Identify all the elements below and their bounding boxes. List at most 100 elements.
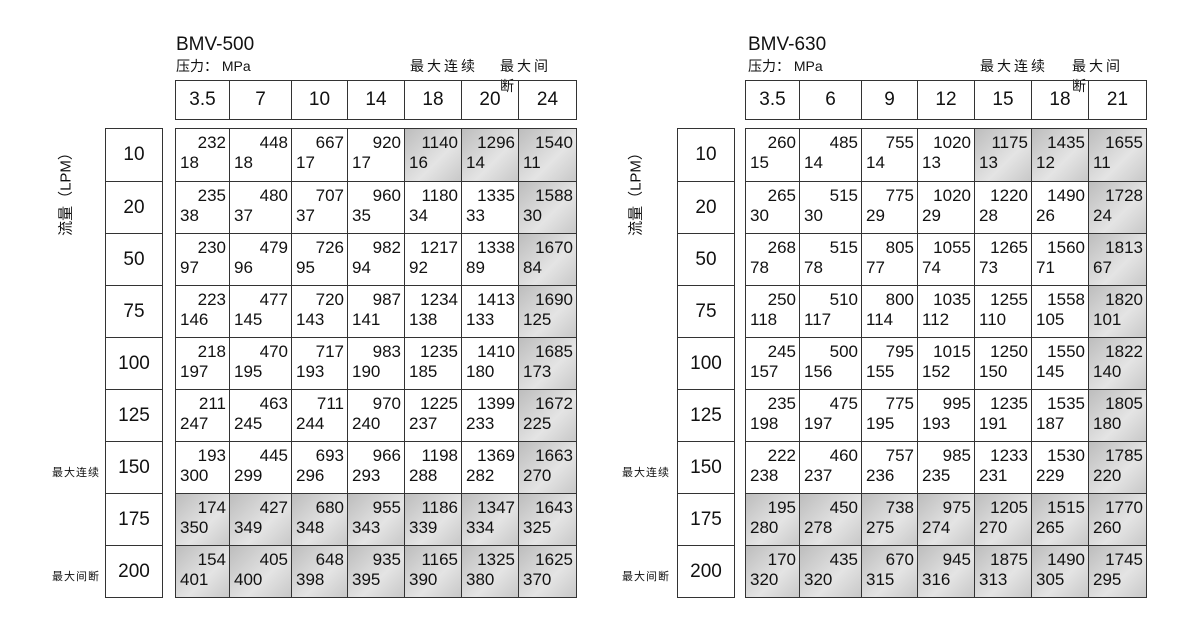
table-cell: 1785 220 xyxy=(1088,441,1146,493)
pressure-value: 26 xyxy=(1036,206,1055,225)
flow-value: 170 xyxy=(767,550,796,569)
flow-value: 1535 xyxy=(1047,394,1085,413)
flow-cell: 175 xyxy=(678,493,734,545)
flow-cell: 150 xyxy=(678,441,734,493)
pressure-value: 78 xyxy=(804,258,823,277)
table-cell: 1265 73 xyxy=(974,233,1031,285)
table-cell: 1015 152 xyxy=(917,337,974,389)
pressure-value: 84 xyxy=(523,258,542,277)
table-cell: 211 247 xyxy=(176,389,229,441)
pressure-value: 12 xyxy=(1036,153,1055,172)
pressure-value: 293 xyxy=(352,466,381,485)
table-cell: 1140 16 xyxy=(404,129,461,181)
table-cell: 1550 145 xyxy=(1031,337,1088,389)
table-cell: 955 343 xyxy=(347,493,404,545)
flow-value: 510 xyxy=(829,290,858,309)
table-cell: 1540 11 xyxy=(518,129,576,181)
pressure-value: 89 xyxy=(466,258,485,277)
pressure-value: 157 xyxy=(750,362,779,381)
table-cell: 260 15 xyxy=(746,129,799,181)
table-cell: 1875 313 xyxy=(974,545,1031,597)
flow-value: 982 xyxy=(372,238,401,257)
flow-value: 1175 xyxy=(991,133,1028,152)
pressure-value: 96 xyxy=(234,258,253,277)
pressure-value: 125 xyxy=(523,310,552,329)
flow-value: 485 xyxy=(829,133,858,152)
flow-value: 1338 xyxy=(477,238,515,257)
side-label-intermittent: 最大间断 xyxy=(52,571,100,583)
flow-value: 1805 xyxy=(1105,394,1143,413)
table-cell: 475 197 xyxy=(799,389,861,441)
pressure-value: 288 xyxy=(409,466,438,485)
table-cell: 500 156 xyxy=(799,337,861,389)
flow-value: 1180 xyxy=(421,186,458,205)
flow-value: 995 xyxy=(942,394,971,413)
flow-value: 1205 xyxy=(990,498,1028,517)
flow-cell: 100 xyxy=(678,337,734,389)
pressure-value: 197 xyxy=(804,414,833,433)
table-cell: 1055 74 xyxy=(917,233,974,285)
flow-cell: 125 xyxy=(106,389,162,441)
pressure-value: 400 xyxy=(234,570,263,589)
pressure-value: 193 xyxy=(296,362,325,381)
flow-value: 1296 xyxy=(477,133,515,152)
table-cell: 448 18 xyxy=(229,129,291,181)
table-cell: 460 237 xyxy=(799,441,861,493)
flow-value: 707 xyxy=(315,186,344,205)
table-cell: 510 117 xyxy=(799,285,861,337)
flow-value: 515 xyxy=(829,186,858,205)
pressure-value: 270 xyxy=(523,466,552,485)
table-cell: 1175 13 xyxy=(974,129,1031,181)
pressure-header-cell: 18 xyxy=(1031,81,1088,119)
flow-value: 515 xyxy=(829,238,858,257)
pressure-value: 195 xyxy=(866,414,895,433)
flow-value: 1035 xyxy=(933,290,971,309)
flow-value: 985 xyxy=(942,446,971,465)
flow-value: 1785 xyxy=(1105,446,1143,465)
flow-value: 235 xyxy=(767,394,796,413)
flow-value: 970 xyxy=(372,394,401,413)
flow-value: 711 xyxy=(316,394,344,413)
table-cell: 1560 71 xyxy=(1031,233,1088,285)
flow-value: 1670 xyxy=(535,238,573,257)
pressure-header-cell: 15 xyxy=(974,81,1031,119)
pressure-value: 398 xyxy=(296,570,325,589)
table-cell: 1685 173 xyxy=(518,337,576,389)
pressure-value: 295 xyxy=(1093,570,1122,589)
table-cell: 1217 92 xyxy=(404,233,461,285)
flow-value: 966 xyxy=(372,446,401,465)
pressure-value: 193 xyxy=(922,414,951,433)
table-cell: 995 193 xyxy=(917,389,974,441)
pressure-value: 191 xyxy=(979,414,1008,433)
flow-value: 1672 xyxy=(535,394,573,413)
table-cell: 960 35 xyxy=(347,181,404,233)
pressure-value: 101 xyxy=(1093,310,1122,329)
pressure-value: 155 xyxy=(866,362,895,381)
flow-value: 775 xyxy=(885,394,914,413)
table-cell: 1347 334 xyxy=(461,493,518,545)
flow-value: 1235 xyxy=(420,342,458,361)
pressure-value: 390 xyxy=(409,570,438,589)
table-cell: 405 400 xyxy=(229,545,291,597)
table-cell: 1205 270 xyxy=(974,493,1031,545)
pressure-value: 14 xyxy=(866,153,885,172)
table-cell: 1690 125 xyxy=(518,285,576,337)
pressure-value: 13 xyxy=(979,153,998,172)
pressure-value: 185 xyxy=(409,362,438,381)
pressure-header-cell: 24 xyxy=(518,81,576,119)
max-intermittent-label: 最大间断 xyxy=(1072,58,1123,94)
pressure-value: 238 xyxy=(750,466,779,485)
pressure-value: 38 xyxy=(180,206,199,225)
pressure-value: 275 xyxy=(866,518,895,537)
flow-value: 738 xyxy=(885,498,914,517)
pressure-value: 236 xyxy=(866,466,895,485)
flow-value: 174 xyxy=(197,498,226,517)
flow-value: 755 xyxy=(885,133,914,152)
pressure-value: 225 xyxy=(523,414,552,433)
table-cell: 1625 370 xyxy=(518,545,576,597)
table-cell: 1325 380 xyxy=(461,545,518,597)
table-cell: 707 37 xyxy=(291,181,347,233)
table-cell: 170 320 xyxy=(746,545,799,597)
flow-value: 1820 xyxy=(1105,290,1143,309)
pressure-unit: 压力： MPa xyxy=(748,58,823,74)
